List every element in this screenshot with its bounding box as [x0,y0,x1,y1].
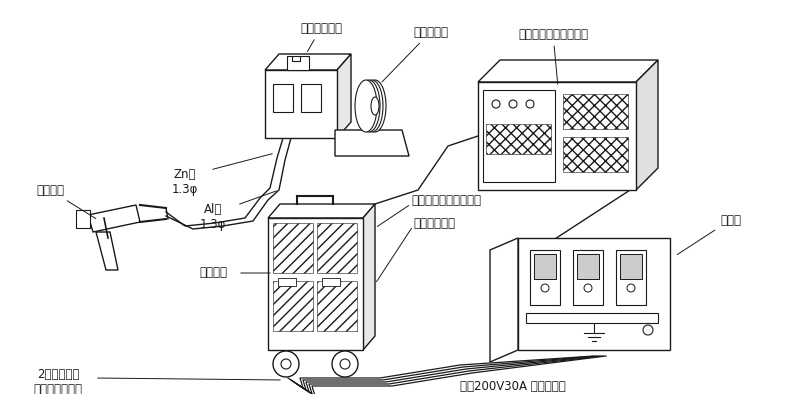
Bar [317,223,357,273]
Circle shape [541,284,549,292]
Bar [530,250,560,305]
Text: 線材リール: 線材リール [382,26,448,82]
Polygon shape [268,204,375,218]
Polygon shape [265,54,351,70]
Bar [616,250,646,305]
Bar [620,254,642,279]
Bar [563,94,628,129]
Bar [278,278,296,286]
Bar [265,70,337,138]
Polygon shape [96,232,118,270]
Polygon shape [335,130,409,156]
Text: 2次ケーブル
及びエアホース
（18ｍ）: 2次ケーブル 及びエアホース （18ｍ） [34,368,82,394]
Bar [273,84,293,112]
Bar [317,281,357,331]
Text: 溶射ガン: 溶射ガン [36,184,96,219]
Bar [483,90,555,182]
Circle shape [627,284,635,292]
Bar [526,313,658,323]
Bar [322,278,340,286]
Polygon shape [363,204,375,350]
Text: 分電盤: 分電盤 [678,214,741,255]
Bar [534,254,556,279]
Text: 単相200V30A 以上の電源: 単相200V30A 以上の電源 [460,380,566,393]
Text: 撤線ボックス: 撤線ボックス [300,22,342,52]
Text: エアーコンプレッサー: エアーコンプレッサー [518,28,588,84]
Circle shape [281,359,291,369]
Ellipse shape [361,80,383,132]
Text: 溶射電源: 溶射電源 [199,266,227,279]
Circle shape [492,100,500,108]
Polygon shape [490,238,518,362]
Bar [573,250,603,305]
Bar [486,124,551,154]
Circle shape [584,284,592,292]
Bar [287,56,309,70]
Circle shape [526,100,534,108]
Bar [563,137,628,172]
Circle shape [509,100,517,108]
Polygon shape [478,60,658,82]
Ellipse shape [371,97,379,115]
Bar [273,223,313,273]
Ellipse shape [364,80,386,132]
Bar [577,254,599,279]
Polygon shape [636,60,658,190]
Text: 移動キャリア: 移動キャリア [413,216,455,229]
Circle shape [643,325,653,335]
Circle shape [332,351,358,377]
Text: Zn線
1.3φ: Zn線 1.3φ [172,168,198,196]
Text: Al線
1.3φ: Al線 1.3φ [200,203,226,231]
Bar [301,84,321,112]
Bar [76,210,90,228]
Polygon shape [337,54,351,138]
Bar [268,218,363,350]
Circle shape [273,351,299,377]
Circle shape [340,359,350,369]
Ellipse shape [358,80,380,132]
Ellipse shape [355,80,377,132]
Bar [518,238,670,350]
Text: 内蔵エアードライヤー: 内蔵エアードライヤー [411,193,481,206]
Bar [273,281,313,331]
Polygon shape [88,205,140,232]
Bar [478,82,636,190]
